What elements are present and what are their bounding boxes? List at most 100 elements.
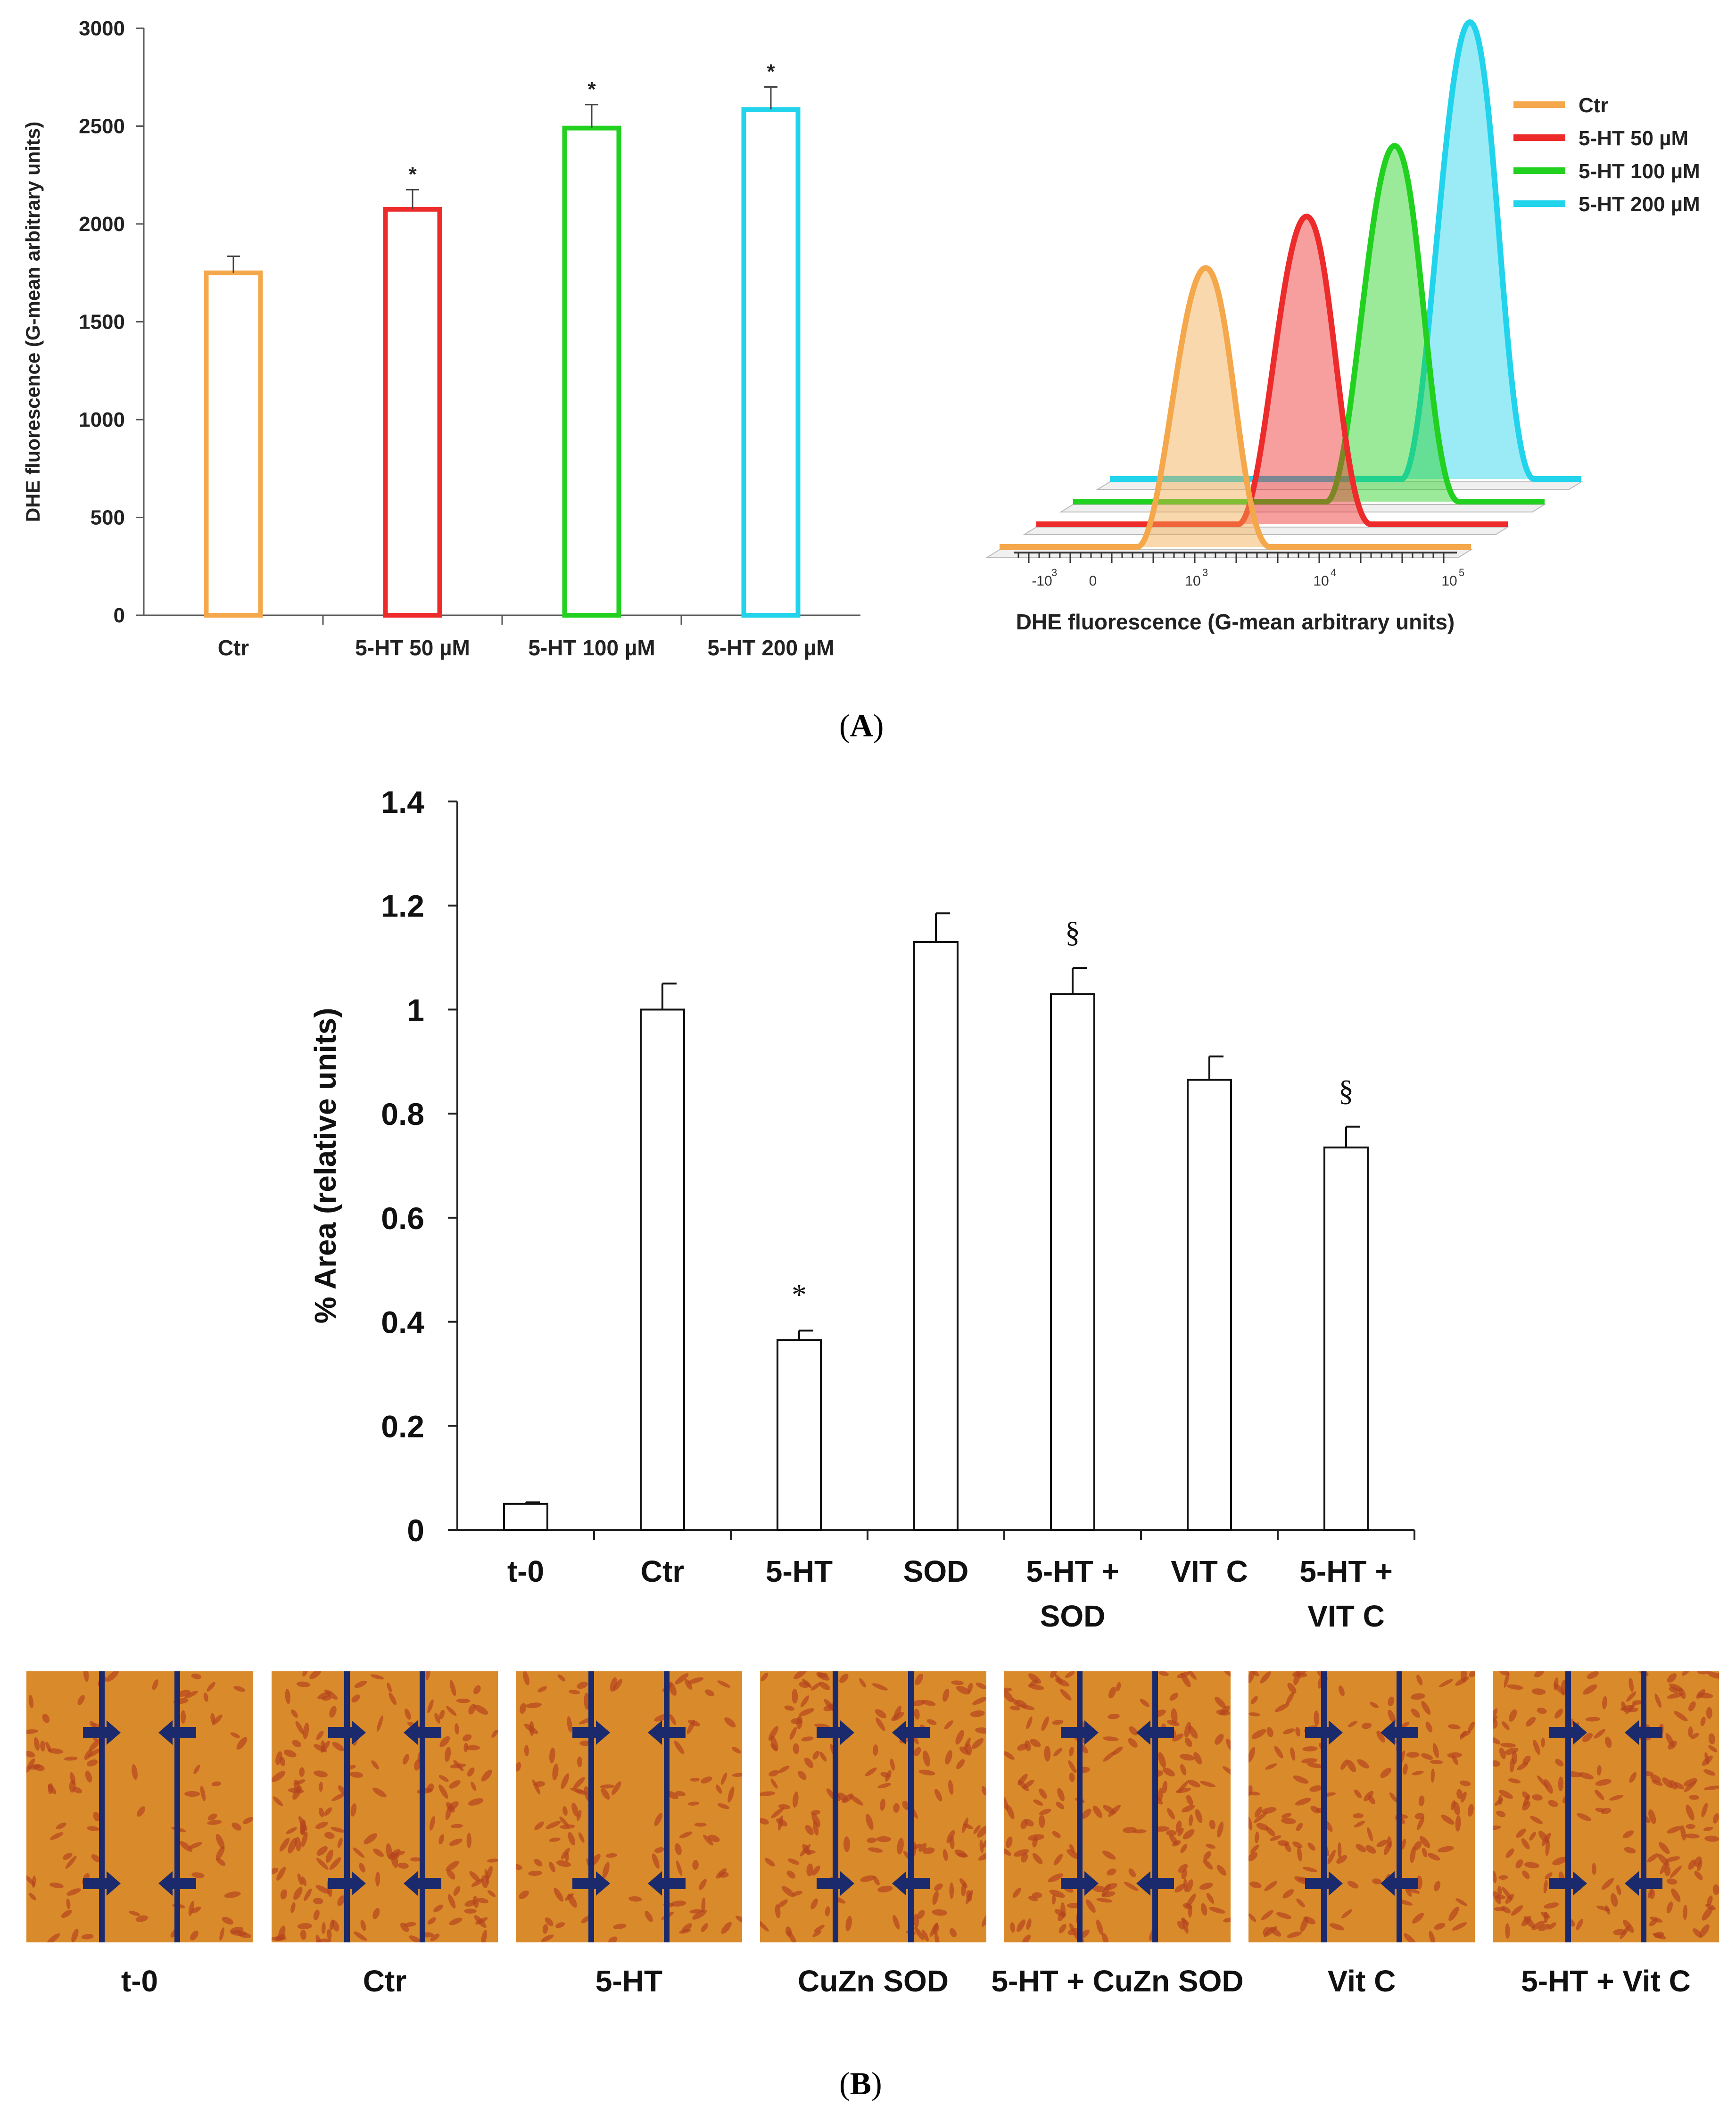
cell xyxy=(377,1715,383,1732)
cell xyxy=(1069,1923,1075,1932)
cell xyxy=(1666,1878,1678,1885)
cell xyxy=(1611,1893,1618,1907)
cell xyxy=(316,1938,332,1942)
cell xyxy=(438,1834,445,1845)
cell xyxy=(770,1778,778,1789)
cell xyxy=(1683,1778,1698,1787)
cell xyxy=(978,1851,986,1861)
cell xyxy=(1033,1799,1043,1806)
cell xyxy=(1203,1851,1211,1860)
cell xyxy=(1254,1812,1267,1823)
x-tick-label: Ctr xyxy=(641,1554,684,1588)
cell xyxy=(1157,1788,1163,1801)
cell xyxy=(1356,1844,1366,1852)
cell xyxy=(799,1708,814,1716)
cell xyxy=(1092,1885,1106,1892)
x-tick-label: 5-HT 100 µM xyxy=(528,636,655,660)
cell xyxy=(1372,1878,1382,1884)
photo-background xyxy=(26,1671,253,1942)
cell xyxy=(1065,1671,1075,1678)
significance-marker: § xyxy=(1339,1074,1354,1107)
x-tick-label: 5-HT + xyxy=(1026,1554,1119,1588)
cell xyxy=(1193,1752,1202,1765)
cell xyxy=(1011,1698,1020,1708)
cell xyxy=(71,1928,79,1942)
arrow-left-icon xyxy=(662,1878,686,1889)
cell xyxy=(462,1734,472,1742)
arrow-left-icon xyxy=(648,1720,662,1745)
cell xyxy=(302,1671,308,1676)
cell xyxy=(1025,1819,1034,1827)
arrow-left-icon xyxy=(648,1871,662,1896)
cell xyxy=(1255,1807,1263,1817)
cell xyxy=(1182,1917,1189,1934)
cell xyxy=(787,1858,800,1865)
cell xyxy=(1587,1671,1599,1679)
cell xyxy=(279,1756,285,1767)
cell xyxy=(675,1843,682,1856)
cell xyxy=(1248,1747,1256,1763)
cell xyxy=(1303,1916,1316,1924)
cell xyxy=(1096,1898,1113,1903)
cell xyxy=(1531,1688,1546,1695)
cell xyxy=(1265,1763,1277,1770)
cell xyxy=(685,1679,693,1690)
cell xyxy=(1026,1716,1033,1729)
cell xyxy=(1697,1860,1703,1872)
cell xyxy=(1441,1815,1455,1825)
cell xyxy=(1301,1758,1318,1764)
cell xyxy=(1712,1884,1719,1895)
cell xyxy=(1410,1846,1416,1863)
histogram-series xyxy=(1096,19,1583,490)
cell xyxy=(179,1841,192,1852)
cell xyxy=(1347,1881,1359,1889)
cell xyxy=(1541,1833,1551,1846)
cell xyxy=(914,1747,921,1756)
cell xyxy=(843,1836,850,1852)
cell xyxy=(1602,1696,1607,1709)
arrow-left-icon xyxy=(1381,1871,1395,1896)
cell xyxy=(184,1791,200,1797)
cell xyxy=(724,1717,736,1728)
cell xyxy=(1669,1683,1683,1692)
cell xyxy=(207,1813,217,1821)
cell xyxy=(1427,1853,1440,1861)
cell xyxy=(528,1870,543,1876)
cell xyxy=(1032,1853,1043,1865)
cell xyxy=(964,1737,971,1750)
cell xyxy=(1169,1834,1178,1845)
arrow-right-icon xyxy=(328,1878,352,1889)
cell xyxy=(688,1677,704,1684)
cell xyxy=(316,1858,329,1870)
cell xyxy=(708,1834,720,1842)
cell xyxy=(1022,1779,1034,1789)
cell xyxy=(1108,1686,1116,1699)
photo-label: 5-HT + Vit C xyxy=(1521,1964,1691,1998)
cell xyxy=(292,1740,301,1748)
cell xyxy=(1703,1826,1713,1831)
cell xyxy=(1577,1813,1592,1821)
cell xyxy=(1689,1795,1699,1800)
cell xyxy=(516,1762,521,1772)
arrow-left-icon xyxy=(1639,1727,1662,1738)
cell xyxy=(455,1723,459,1734)
cell xyxy=(845,1916,852,1932)
cell xyxy=(1412,1770,1424,1775)
cell xyxy=(272,1867,279,1875)
cell xyxy=(1704,1835,1719,1842)
cell xyxy=(93,1812,100,1822)
cell xyxy=(1327,1850,1336,1864)
cell xyxy=(450,1763,466,1768)
cell xyxy=(688,1801,699,1806)
cell xyxy=(1182,1829,1195,1840)
cell xyxy=(1058,1911,1065,1922)
cell xyxy=(1667,1673,1677,1683)
cell xyxy=(1166,1720,1180,1726)
cell xyxy=(554,1888,563,1902)
cell xyxy=(1547,1922,1556,1930)
cell xyxy=(982,1912,986,1927)
arrow-left-icon xyxy=(418,1878,441,1889)
cell xyxy=(798,1770,807,1780)
cell xyxy=(61,1910,72,1918)
cell xyxy=(42,1714,50,1723)
